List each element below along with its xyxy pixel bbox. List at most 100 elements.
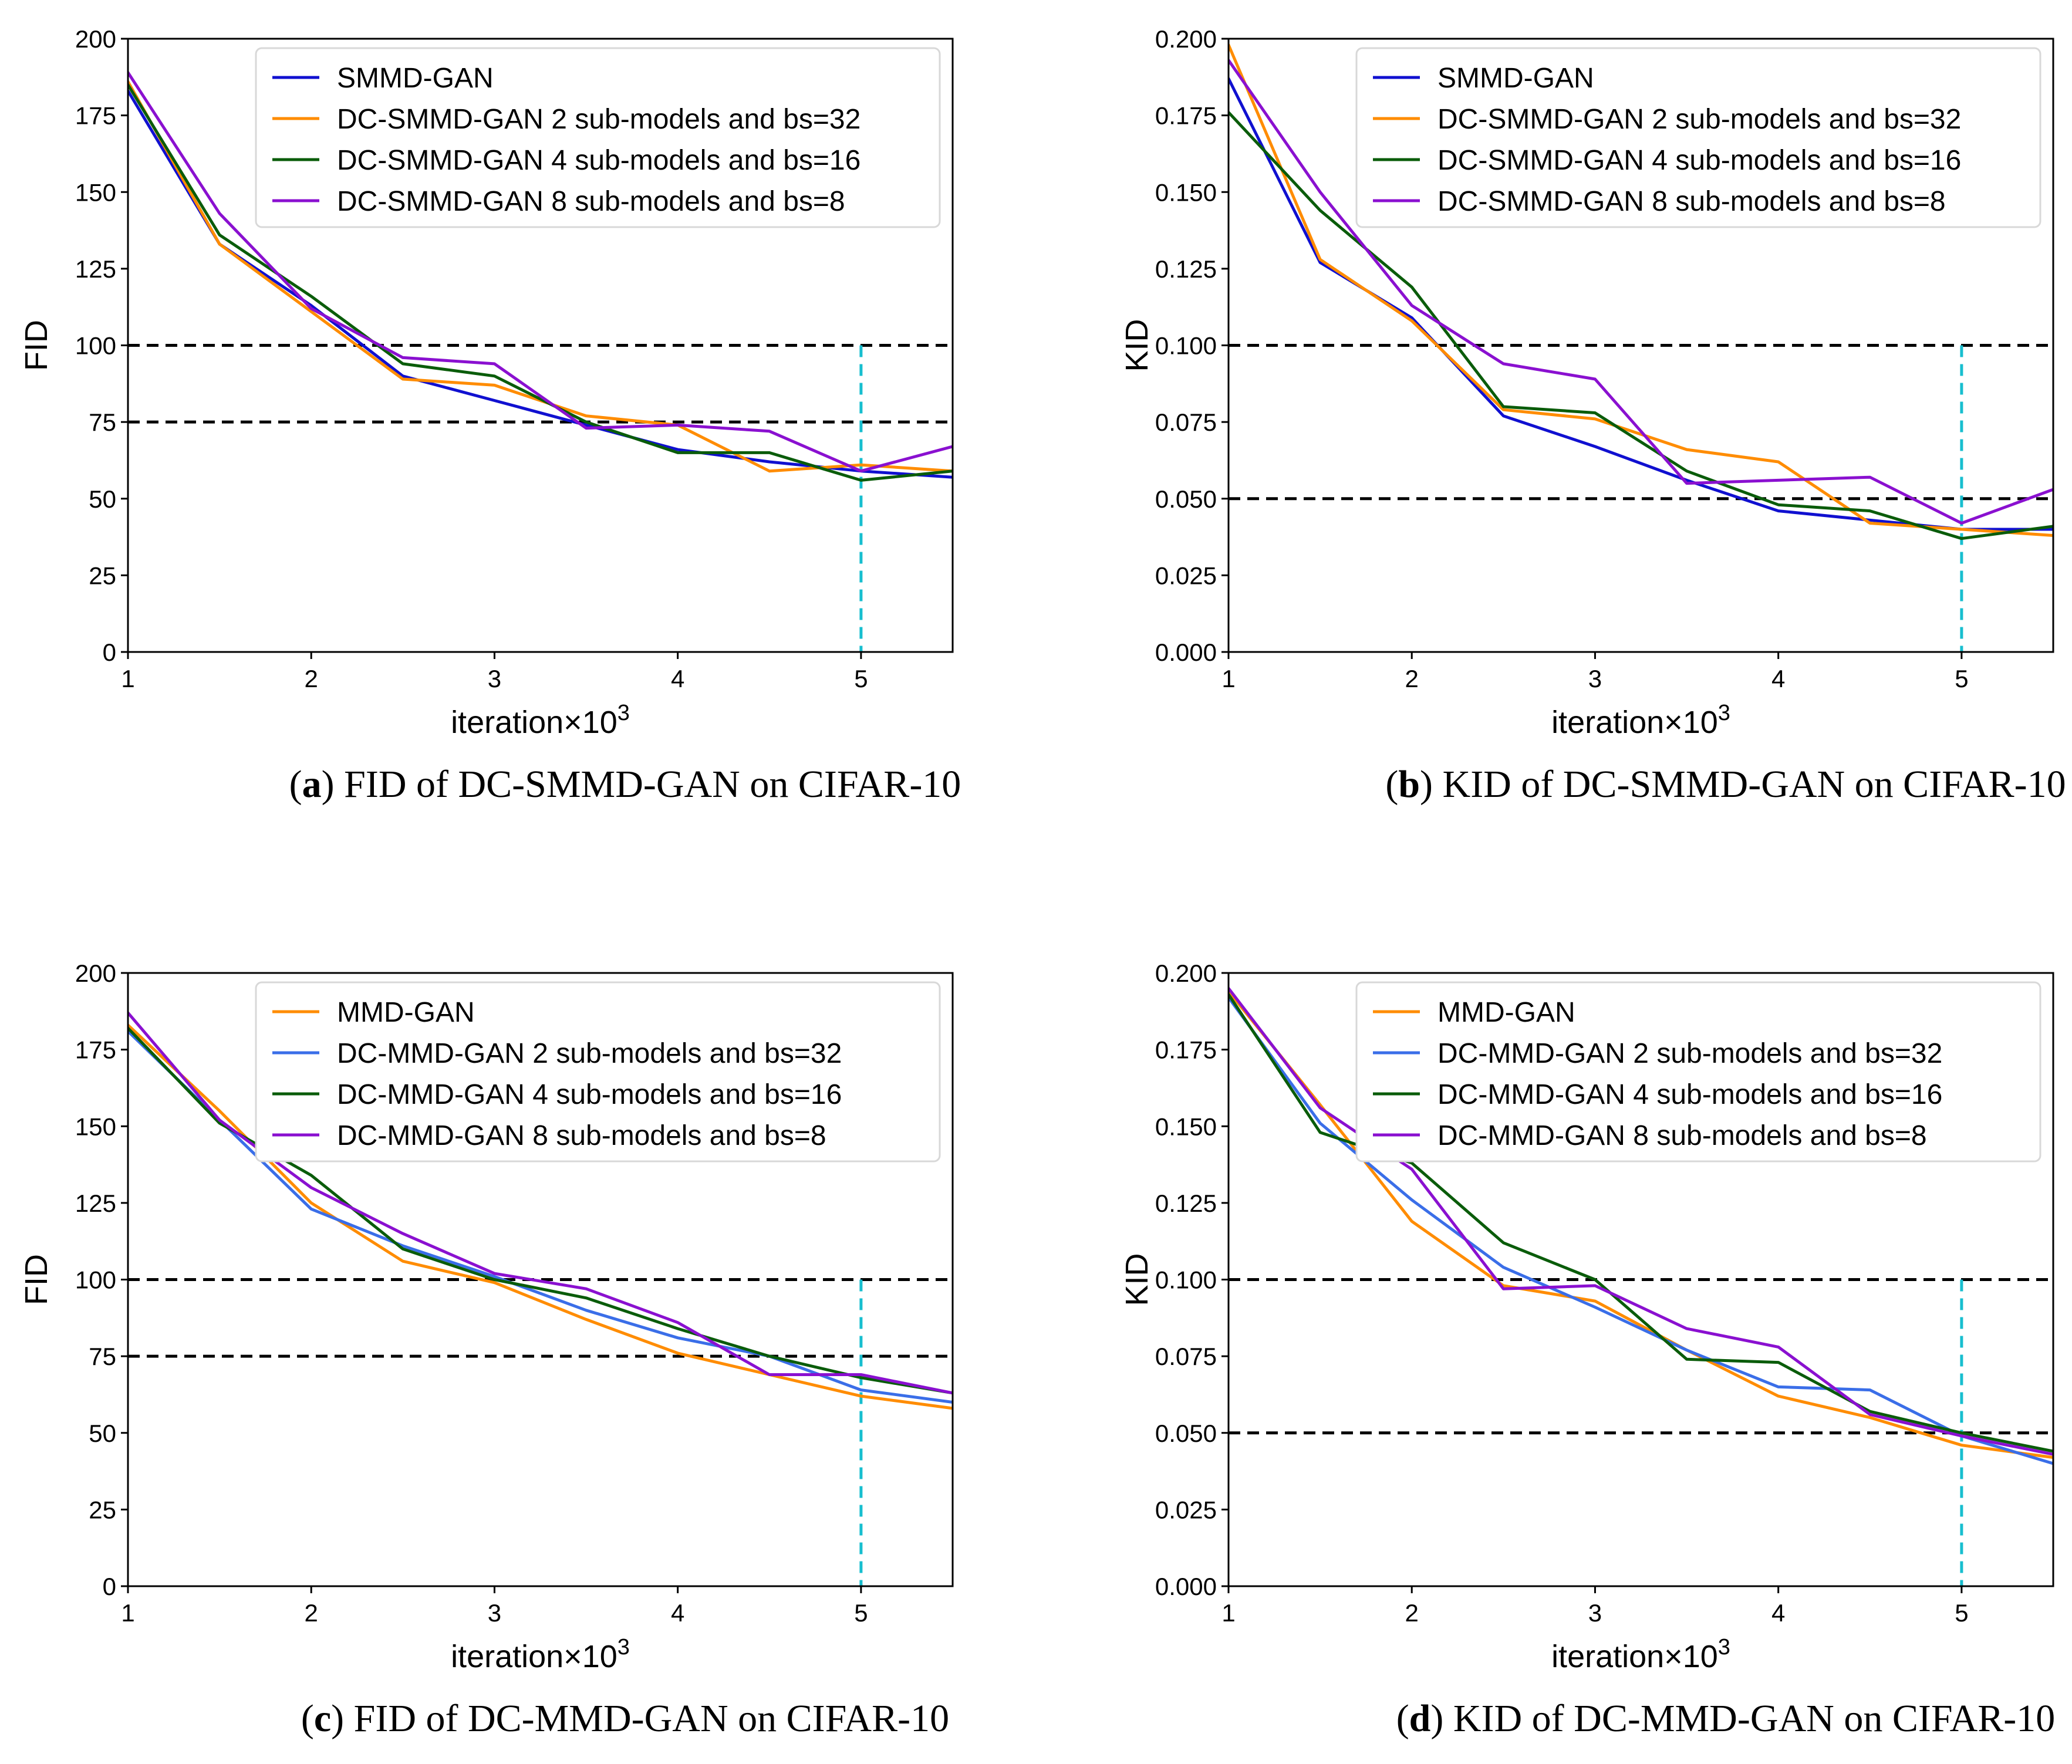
chart-panel-d: 0.000 0.025 0.050 0.075 0.100 0.125 0.150 0.175… <box>1119 959 2055 1740</box>
x-tick-label: 1 <box>121 665 134 692</box>
y-tick-label: 0.050 <box>1155 1420 1217 1447</box>
y-tick-label: 0.200 <box>1155 25 1217 53</box>
y-tick-label: 50 <box>89 485 116 513</box>
y-tick-label: 0.075 <box>1155 1343 1217 1370</box>
panel-caption: (a) FID of DC-SMMD-GAN on CIFAR-10 <box>289 763 961 806</box>
x-axis-title: iteration×103 <box>1551 1635 1730 1674</box>
y-tick-label: 0.100 <box>1155 1266 1217 1294</box>
caption-text: ) FID of DC-MMD-GAN on CIFAR-10 <box>331 1697 949 1740</box>
legend-box <box>255 47 941 228</box>
x-tick-label: 2 <box>1405 1599 1419 1627</box>
legend: SMMD-GAN DC-SMMD-GAN 2 sub-models and bs=… <box>1355 47 2041 228</box>
caption-letter: a <box>302 763 322 806</box>
series-line-2 <box>128 83 953 482</box>
x-tick-label: 5 <box>1955 1599 1968 1627</box>
y-tick-label: 100 <box>75 1266 116 1294</box>
x-tick-label: 4 <box>1771 1599 1785 1627</box>
caption-text: ) KID of DC-SMMD-GAN on CIFAR-10 <box>1420 763 2066 806</box>
chart-panel-b: 0.000 0.025 0.050 0.075 0.100 0.125 0.150 0.175… <box>1119 25 2066 806</box>
y-tick-label: 50 <box>89 1420 116 1447</box>
x-tick-label: 2 <box>305 665 318 692</box>
series-line-1 <box>128 1029 953 1404</box>
caption-letter: b <box>1398 763 1420 806</box>
x-axis-title-main: iteration×10 <box>1551 1639 1718 1674</box>
legend-label-0: MMD-GAN <box>337 997 475 1028</box>
legend: SMMD-GAN DC-SMMD-GAN 2 sub-models and bs=… <box>255 47 941 228</box>
legend-label-0: SMMD-GAN <box>1437 63 1594 94</box>
y-tick-label: 125 <box>75 1189 116 1217</box>
legend-label-2: DC-MMD-GAN 4 sub-models and bs=16 <box>1437 1079 1942 1110</box>
y-tick-label: 0.150 <box>1155 1113 1217 1140</box>
x-tick-label: 4 <box>1771 665 1785 692</box>
x-tick-label: 4 <box>671 1599 684 1627</box>
y-tick-label: 0 <box>103 638 116 666</box>
panel-caption: (d) KID of DC-MMD-GAN on CIFAR-10 <box>1396 1697 2056 1740</box>
series-group <box>1229 43 2053 540</box>
x-tick-label: 2 <box>305 1599 318 1627</box>
y-tick-label: 0.050 <box>1155 485 1217 513</box>
y-tick-label: 25 <box>89 1496 116 1523</box>
x-tick-label: 1 <box>1221 1599 1235 1627</box>
caption-letter: c <box>314 1697 331 1740</box>
panel-caption: (c) FID of DC-MMD-GAN on CIFAR-10 <box>301 1697 949 1740</box>
caption-text: ) FID of DC-SMMD-GAN on CIFAR-10 <box>322 763 961 806</box>
legend: MMD-GAN DC-MMD-GAN 2 sub-models and bs=32… <box>1355 981 2041 1163</box>
legend-label-3: DC-SMMD-GAN 8 sub-models and bs=8 <box>337 186 845 217</box>
series-line-3 <box>1229 59 2053 525</box>
legend-label-3: DC-MMD-GAN 8 sub-models and bs=8 <box>337 1120 826 1151</box>
x-axis-title: iteration×103 <box>451 701 630 740</box>
x-axis-title-exponent: 3 <box>617 701 630 725</box>
y-tick-label: 200 <box>75 25 116 53</box>
caption-letter: d <box>1409 1697 1431 1740</box>
x-axis-title-main: iteration×10 <box>451 1639 617 1674</box>
y-tick-label: 125 <box>75 255 116 283</box>
y-axis-title: FID <box>19 1254 54 1305</box>
y-tick-label: 200 <box>75 959 116 987</box>
legend: MMD-GAN DC-MMD-GAN 2 sub-models and bs=32… <box>255 981 941 1163</box>
legend-label-3: DC-SMMD-GAN 8 sub-models and bs=8 <box>1437 186 1946 217</box>
y-tick-label: 0.175 <box>1155 1036 1217 1064</box>
legend-label-1: DC-SMMD-GAN 2 sub-models and bs=32 <box>337 104 860 135</box>
y-axis-title: FID <box>19 320 54 371</box>
y-tick-label: 0.100 <box>1155 332 1217 360</box>
y-tick-label: 25 <box>89 562 116 589</box>
x-axis-title-exponent: 3 <box>1718 701 1730 725</box>
legend-box <box>1355 981 2041 1163</box>
x-tick-label: 1 <box>1221 665 1235 692</box>
caption-paren-open: ( <box>289 763 302 806</box>
y-axis-title: KID <box>1119 1253 1155 1306</box>
y-tick-label: 0.025 <box>1155 562 1217 589</box>
x-tick-label: 5 <box>1955 665 1968 692</box>
legend-label-1: DC-SMMD-GAN 2 sub-models and bs=32 <box>1437 104 1961 135</box>
x-tick-label: 2 <box>1405 665 1419 692</box>
x-axis-title: iteration×103 <box>1551 701 1730 740</box>
y-tick-label: 0.075 <box>1155 408 1217 436</box>
y-tick-label: 0.125 <box>1155 255 1217 283</box>
y-tick-label: 0.200 <box>1155 959 1217 987</box>
x-tick-label: 3 <box>1588 665 1602 692</box>
y-tick-label: 175 <box>75 102 116 130</box>
y-tick-label: 175 <box>75 1036 116 1064</box>
legend-label-2: DC-SMMD-GAN 4 sub-models and bs=16 <box>1437 145 1961 176</box>
x-axis-title-exponent: 3 <box>1718 1635 1730 1660</box>
x-tick-label: 3 <box>488 1599 501 1627</box>
y-tick-label: 0.000 <box>1155 1573 1217 1600</box>
y-tick-label: 0.150 <box>1155 178 1217 206</box>
legend-label-2: DC-MMD-GAN 4 sub-models and bs=16 <box>337 1079 842 1110</box>
legend-label-2: DC-SMMD-GAN 4 sub-models and bs=16 <box>337 145 860 176</box>
caption-paren-open: ( <box>1385 763 1398 806</box>
x-tick-label: 5 <box>854 1599 868 1627</box>
x-axis-title-exponent: 3 <box>617 1635 630 1660</box>
series-group <box>128 71 953 482</box>
legend-label-1: DC-MMD-GAN 2 sub-models and bs=32 <box>1437 1038 1942 1069</box>
x-tick-label: 5 <box>854 665 868 692</box>
caption-paren-open: ( <box>1396 1697 1409 1740</box>
y-tick-label: 150 <box>75 1113 116 1140</box>
y-tick-label: 0.175 <box>1155 102 1217 130</box>
legend-label-0: MMD-GAN <box>1437 997 1575 1028</box>
legend-box <box>1355 47 2041 228</box>
y-tick-label: 75 <box>89 408 116 436</box>
